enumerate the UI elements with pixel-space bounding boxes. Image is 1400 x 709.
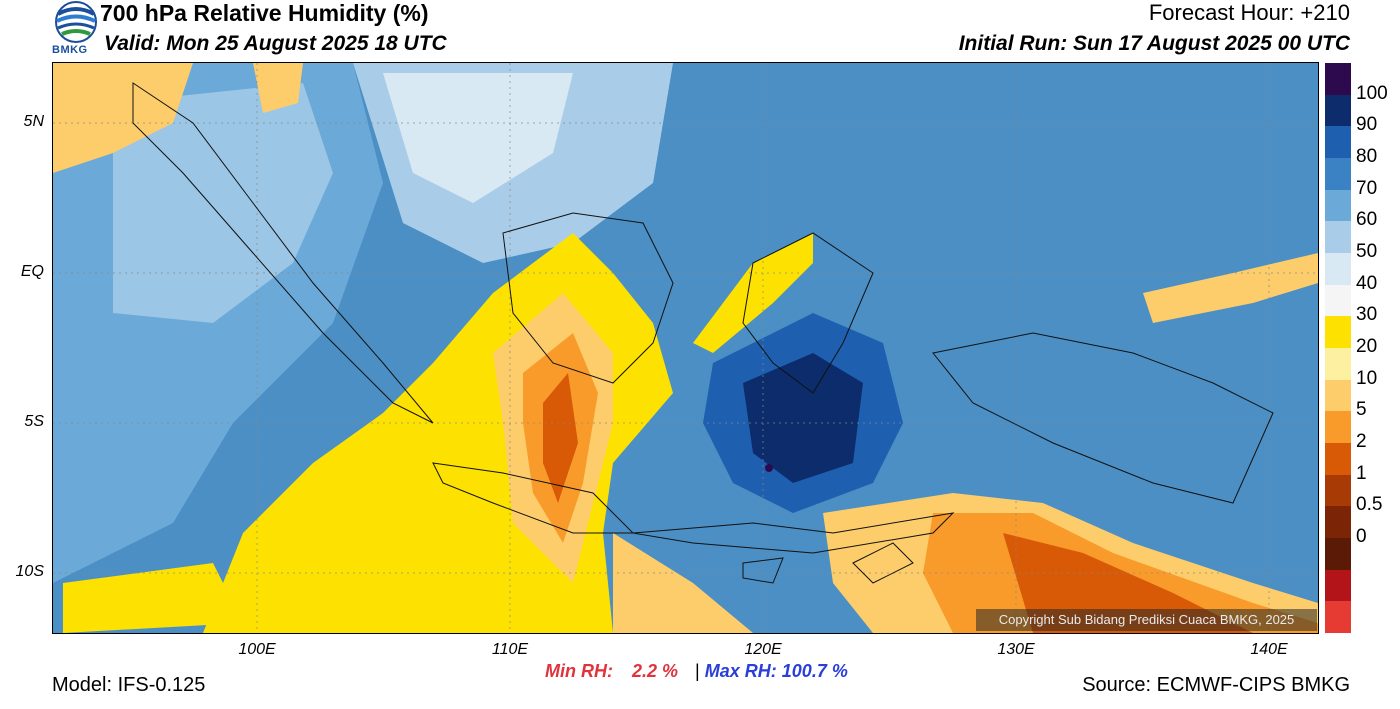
colorbar-segment <box>1325 94 1351 127</box>
lon-label-140e: 140E <box>1250 641 1288 658</box>
colorbar-label: 60 <box>1356 209 1378 231</box>
valid-time: Valid: Mon 25 August 2025 18 UTC <box>104 32 447 55</box>
colorbar-segment <box>1325 189 1351 222</box>
colorbar-segment <box>1325 284 1351 317</box>
bmkg-logo-icon <box>55 1 97 43</box>
lon-label-110e: 110E <box>491 641 529 658</box>
colorbar-segment <box>1325 569 1351 602</box>
colorbar-label: 40 <box>1356 272 1378 294</box>
humidity-field <box>53 63 1318 633</box>
model-info: Model: IFS-0.125 <box>52 674 206 696</box>
stats-separator: | <box>695 661 700 681</box>
colorbar-segment <box>1325 347 1351 380</box>
colorbar-segment <box>1325 157 1351 190</box>
lat-label-5s: 5S <box>24 413 44 430</box>
colorbar-label: 1 <box>1356 462 1367 484</box>
colorbar-label: 30 <box>1356 304 1378 326</box>
initial-run: Initial Run: Sun 17 August 2025 00 UTC <box>958 32 1350 55</box>
chart-title: 700 hPa Relative Humidity (%) <box>100 0 429 26</box>
colorbar-label: 5 <box>1356 399 1367 421</box>
forecast-hour: Forecast Hour: +210 <box>1148 0 1350 25</box>
colorbar-segment <box>1325 221 1351 253</box>
colorbar-label: 20 <box>1356 336 1378 357</box>
min-rh-value: 2.2 % <box>632 661 679 681</box>
humidity-map[interactable]: Copyright Sub Bidang Prediksi Cuaca BMKG… <box>52 62 1319 634</box>
colorbar-label: 50 <box>1356 241 1378 262</box>
lon-label-120e: 120E <box>744 641 782 658</box>
logo-text: BMKG <box>52 44 88 56</box>
lat-label-5n: 5N <box>23 113 44 130</box>
colorbar-segment <box>1325 442 1351 475</box>
copyright-notice: Copyright Sub Bidang Prediksi Cuaca BMKG… <box>976 609 1317 631</box>
bmkg-logo <box>52 0 100 58</box>
colorbar-label: 70 <box>1356 177 1378 199</box>
colorbar-label: 2 <box>1356 431 1367 452</box>
colorbar-segment <box>1325 537 1351 570</box>
lat-label-10s: 10S <box>15 563 44 580</box>
rh-stats: Min RH: 2.2 % | Max RH: 100.7 % <box>545 661 848 682</box>
lat-label-eq: EQ <box>20 263 44 280</box>
colorbar-label: 0 <box>1356 526 1367 547</box>
colorbar-label: 80 <box>1356 146 1378 167</box>
colorbar-segment <box>1325 474 1351 507</box>
colorbar <box>1325 63 1351 633</box>
max-rh-value: 100.7 % <box>781 661 848 681</box>
colorbar-segment <box>1325 252 1351 285</box>
colorbar-segment <box>1325 126 1351 158</box>
source-info: Source: ECMWF-CIPS BMKG <box>1082 674 1350 696</box>
colorbar-segment <box>1325 379 1351 412</box>
colorbar-segment <box>1325 63 1351 95</box>
min-rh-label: Min RH: <box>545 661 613 681</box>
colorbar-segment <box>1325 601 1351 633</box>
colorbar-label: 90 <box>1356 114 1378 136</box>
colorbar-segment <box>1325 411 1351 443</box>
colorbar-segment <box>1325 316 1351 348</box>
colorbar-label: 100 <box>1356 82 1388 104</box>
lon-label-100e: 100E <box>238 641 276 658</box>
max-rh-label: Max RH: <box>704 661 777 681</box>
colorbar-segment <box>1325 506 1351 538</box>
lon-label-130e: 130E <box>997 641 1035 658</box>
colorbar-label: 0.5 <box>1356 494 1383 516</box>
colorbar-label: 10 <box>1356 367 1378 389</box>
